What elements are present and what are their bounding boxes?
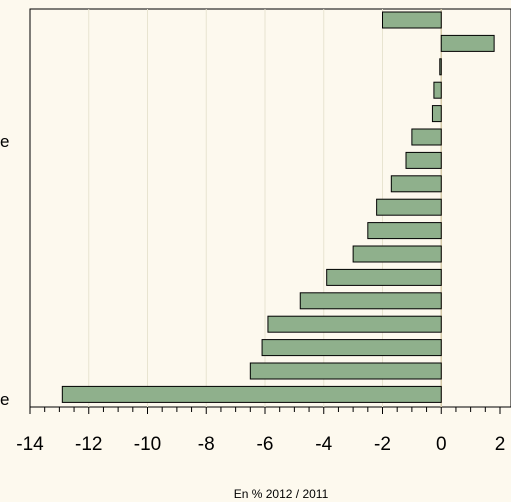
x-axis-ticks (29, 407, 501, 414)
x-tick-label: -8 (198, 434, 215, 455)
x-tick-label: 2 (495, 434, 506, 455)
bar (261, 339, 442, 357)
bar (382, 11, 442, 29)
bar (433, 81, 442, 99)
x-tick-label: -4 (315, 434, 332, 455)
bar (249, 362, 442, 380)
x-axis-tick-labels: -14 -12 -10 -8 -6 -4 -2 0 2 (16, 434, 505, 455)
x-tick-label: -10 (134, 434, 161, 455)
x-tick-label: -6 (257, 434, 274, 455)
bar (267, 315, 442, 333)
x-tick-label: -2 (374, 434, 391, 455)
bar (390, 175, 442, 193)
bar (326, 268, 442, 286)
bars (61, 11, 495, 403)
x-tick-label: -14 (16, 434, 44, 455)
bar (376, 198, 442, 216)
bar (299, 292, 442, 310)
x-tick-label: 0 (436, 434, 447, 455)
x-axis-title: En % 2012 / 2011 (234, 487, 329, 501)
cut-label-upper: e (0, 132, 9, 151)
bar (439, 58, 442, 76)
bar (405, 151, 442, 169)
x-tick-label: -12 (75, 434, 102, 455)
bar (440, 34, 495, 52)
bar (431, 105, 442, 123)
bar (61, 385, 442, 403)
cut-label-lower: e (0, 390, 9, 409)
bar (411, 128, 442, 146)
bar (367, 222, 442, 240)
bar (352, 245, 442, 263)
